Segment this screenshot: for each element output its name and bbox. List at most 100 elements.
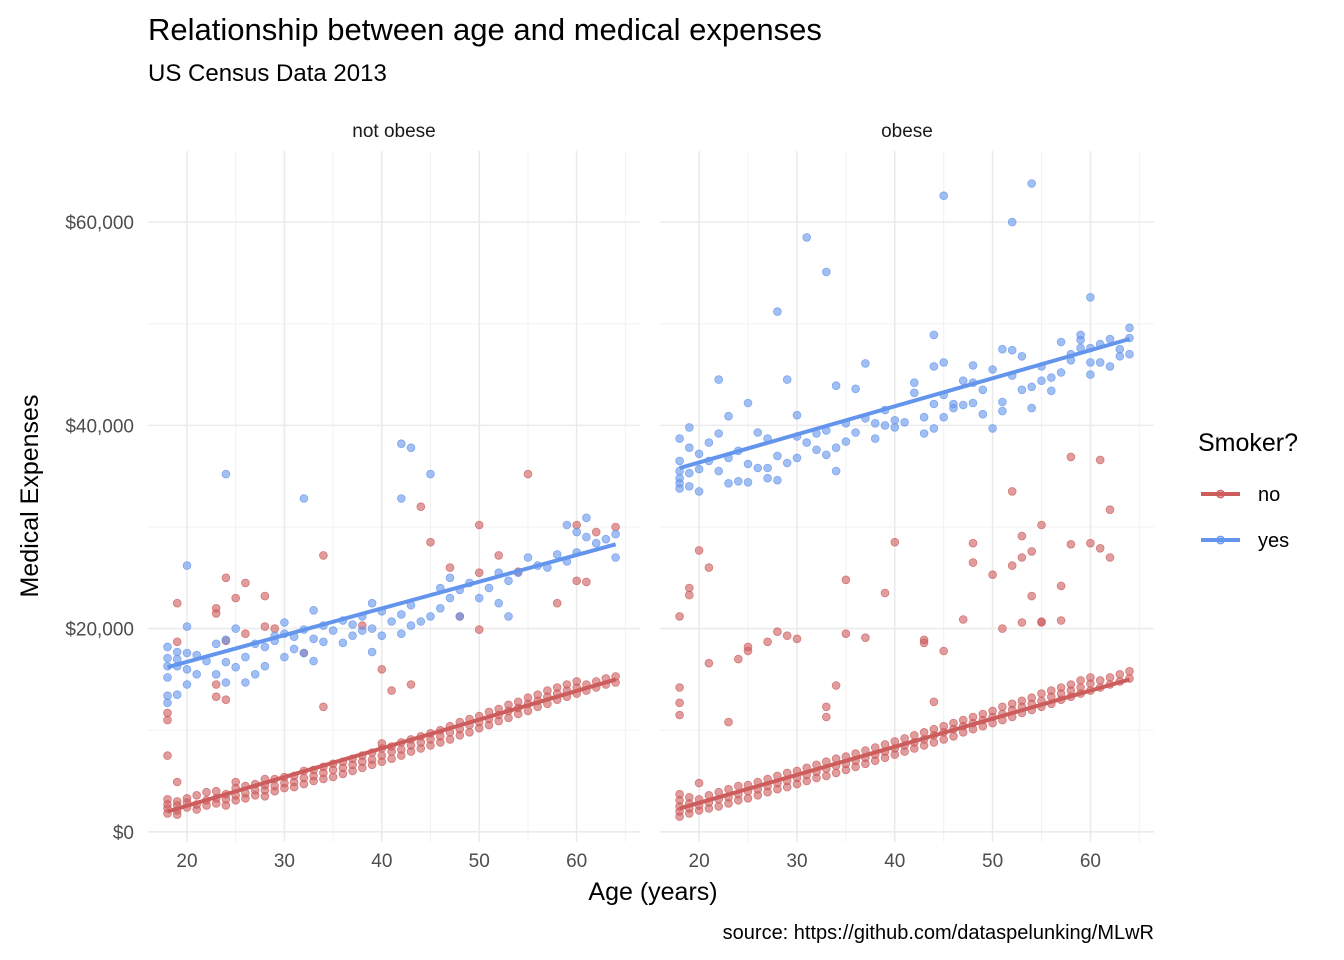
panel-not-obese: not obese 20 30 40 50 60 — [148, 121, 640, 872]
data-point — [919, 429, 929, 438]
data-point — [270, 781, 280, 791]
data-point — [714, 802, 723, 811]
data-point — [1105, 505, 1115, 515]
data-point — [831, 768, 841, 778]
data-point — [611, 553, 620, 562]
data-point — [562, 680, 572, 689]
data-point — [988, 424, 997, 433]
data-point — [743, 793, 753, 803]
data-point — [289, 644, 299, 654]
legend-key-point — [1216, 535, 1225, 545]
data-point — [684, 590, 694, 600]
data-point — [1017, 618, 1027, 627]
data-point — [280, 652, 289, 662]
data-point — [724, 478, 733, 488]
data-point — [1086, 538, 1095, 548]
data-point — [172, 810, 182, 819]
x-tick-label: 50 — [469, 851, 490, 872]
data-point — [880, 421, 890, 430]
data-point — [792, 453, 802, 463]
data-point — [812, 445, 821, 455]
data-point — [231, 624, 241, 633]
data-point — [465, 727, 474, 737]
data-point — [270, 624, 280, 633]
x-tick-label: 60 — [1080, 851, 1101, 872]
series-yes — [163, 439, 620, 708]
data-point — [684, 792, 694, 802]
data-point — [919, 412, 929, 422]
data-point — [211, 609, 221, 618]
data-point — [929, 362, 939, 371]
data-point — [328, 772, 338, 782]
data-point — [504, 713, 513, 723]
data-point — [890, 537, 900, 547]
data-point — [949, 399, 958, 409]
data-point — [396, 629, 406, 638]
data-point — [1066, 539, 1076, 549]
data-point — [998, 344, 1007, 354]
data-point — [211, 786, 221, 796]
data-point — [684, 481, 694, 491]
data-point — [743, 459, 753, 469]
data-point — [163, 691, 172, 700]
data-point — [1007, 487, 1017, 496]
data-point — [1047, 386, 1056, 396]
data-point — [523, 469, 533, 479]
data-point — [1125, 349, 1134, 359]
data-point — [968, 538, 978, 548]
data-point — [909, 730, 919, 740]
data-point — [684, 468, 694, 478]
data-point — [562, 520, 572, 530]
trend-line-yes — [679, 337, 1131, 470]
data-point — [773, 451, 782, 461]
data-point — [552, 598, 562, 608]
data-point — [1047, 373, 1056, 382]
data-point — [163, 751, 172, 760]
legend-label: yes — [1258, 530, 1289, 552]
data-point — [675, 473, 684, 483]
data-point — [958, 615, 968, 624]
data-point — [1056, 581, 1066, 591]
data-point — [309, 634, 318, 644]
data-point — [724, 411, 733, 421]
data-point — [939, 721, 948, 731]
data-point — [260, 642, 270, 652]
data-point — [694, 778, 704, 788]
data-point — [1086, 292, 1095, 302]
data-point — [396, 494, 406, 503]
data-point — [978, 709, 988, 719]
gridlines — [148, 151, 640, 842]
data-point — [802, 233, 811, 242]
data-point — [1007, 345, 1017, 355]
data-point — [172, 690, 182, 699]
data-point — [435, 603, 445, 613]
data-point — [704, 658, 714, 668]
data-point — [533, 690, 542, 699]
data-point — [396, 439, 406, 449]
data-point — [377, 751, 387, 760]
data-point — [513, 697, 523, 707]
data-point — [504, 612, 513, 621]
x-tick-label: 60 — [566, 851, 587, 872]
data-point — [1017, 351, 1027, 361]
trend-line-no — [679, 677, 1131, 811]
data-point — [348, 631, 357, 640]
data-point — [861, 359, 870, 368]
data-point — [870, 418, 880, 428]
trend-line-no — [166, 677, 617, 814]
data-point — [523, 553, 533, 562]
data-point — [572, 576, 581, 586]
data-point — [763, 473, 772, 483]
data-point — [851, 428, 860, 437]
data-point — [821, 267, 831, 277]
data-point — [182, 561, 192, 570]
data-point — [172, 797, 182, 806]
data-point — [445, 593, 455, 603]
x-tick-label: 40 — [371, 851, 392, 872]
data-point — [221, 635, 231, 645]
data-point — [1115, 351, 1125, 361]
data-point — [1105, 334, 1115, 344]
data-point — [782, 458, 792, 468]
data-point — [831, 443, 841, 453]
data-point — [1125, 323, 1134, 333]
